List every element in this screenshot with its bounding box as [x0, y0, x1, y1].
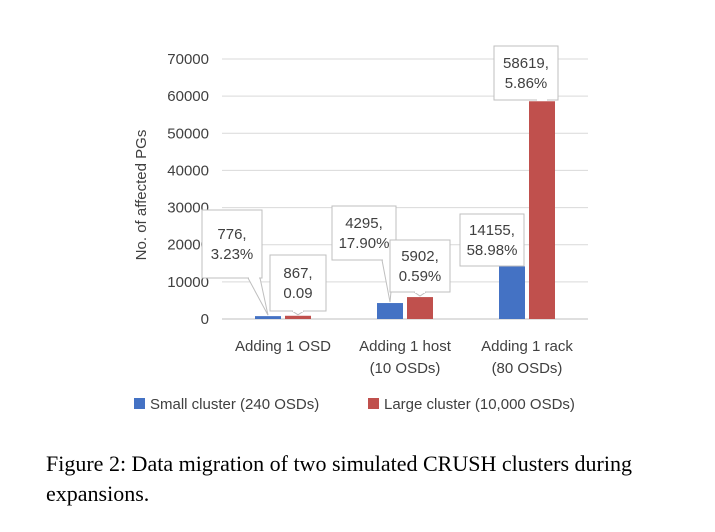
callout-pointer: [247, 277, 269, 316]
data-label-callout: 776, 3.23%: [201, 209, 269, 316]
legend-label: Large cluster (10,000 OSDs): [384, 396, 575, 413]
legend-swatch: [134, 398, 145, 409]
y-tick-label: 50000: [167, 125, 209, 142]
data-label-callout: 4295, 17.90%: [331, 205, 397, 303]
data-label: 3.23%: [211, 246, 254, 263]
data-label: 58.98%: [467, 242, 518, 259]
data-label-callout: 5902, 0.59%: [389, 239, 451, 297]
x-tick-label: (10 OSDs): [370, 360, 441, 377]
y-tick-label: 10000: [167, 274, 209, 291]
figure-caption: Figure 2: Data migration of two simulate…: [46, 451, 632, 506]
data-label: 0.59%: [399, 268, 442, 285]
bars: [255, 101, 555, 320]
bar-large-cluster: [529, 101, 555, 320]
y-tick-label: 70000: [167, 51, 209, 68]
legend-label: Small cluster (240 OSDs): [150, 396, 319, 413]
data-label: 58619,: [503, 55, 549, 72]
data-label: 776,: [217, 226, 246, 243]
bar-large-cluster: [285, 315, 311, 319]
y-axis: 0 10000 20000 30000 40000 50000 60000 70000: [167, 51, 209, 328]
x-tick-label: Adding 1 host: [359, 338, 452, 355]
data-label: 867,: [283, 265, 312, 282]
y-tick-label: 0: [201, 311, 209, 328]
callout-box: [389, 239, 451, 293]
data-label: 5902,: [401, 248, 439, 265]
data-label: 0.09: [283, 285, 312, 302]
data-label: 5.86%: [505, 75, 548, 92]
y-tick-label: 30000: [167, 200, 209, 217]
callout-box: [493, 45, 559, 101]
x-axis: Adding 1 OSD Adding 1 host (10 OSDs) Adding…: [235, 338, 573, 377]
data-label-callout: 58619, 5.86%: [493, 45, 559, 101]
data-label: 17.90%: [339, 235, 390, 252]
legend: Small cluster (240 OSDs) Large cluster (1…: [134, 396, 575, 413]
callout-box: [459, 213, 525, 267]
bar-chart: 0 10000 20000 30000 40000 50000 60000 70000 No.…: [133, 45, 588, 413]
data-label-callout: 867, 0.09: [269, 254, 327, 316]
y-tick-label: 60000: [167, 88, 209, 105]
bar-small-cluster: [499, 266, 525, 319]
y-tick-label: 20000: [167, 237, 209, 254]
callout-box: [269, 254, 327, 312]
data-label: 14155,: [469, 222, 515, 239]
data-label-callout: 14155, 58.98%: [459, 213, 525, 267]
legend-swatch: [368, 398, 379, 409]
x-tick-label: Adding 1 rack: [481, 338, 573, 355]
bar-small-cluster: [377, 303, 403, 319]
x-tick-label: (80 OSDs): [492, 360, 563, 377]
y-axis-label: No. of affected PGs: [133, 130, 150, 261]
callout-pointer: [413, 291, 427, 297]
data-label: 4295,: [345, 215, 383, 232]
callout-box: [331, 205, 397, 261]
data-label-callouts: 776, 3.23% 867, 0.09 4295, 17.90% 5902, 0.59% 14…: [201, 45, 559, 316]
callout-box: [201, 209, 263, 279]
bar-large-cluster: [407, 297, 433, 319]
x-tick-label: Adding 1 OSD: [235, 338, 331, 355]
bar-small-cluster: [255, 316, 281, 319]
y-tick-label: 40000: [167, 162, 209, 179]
